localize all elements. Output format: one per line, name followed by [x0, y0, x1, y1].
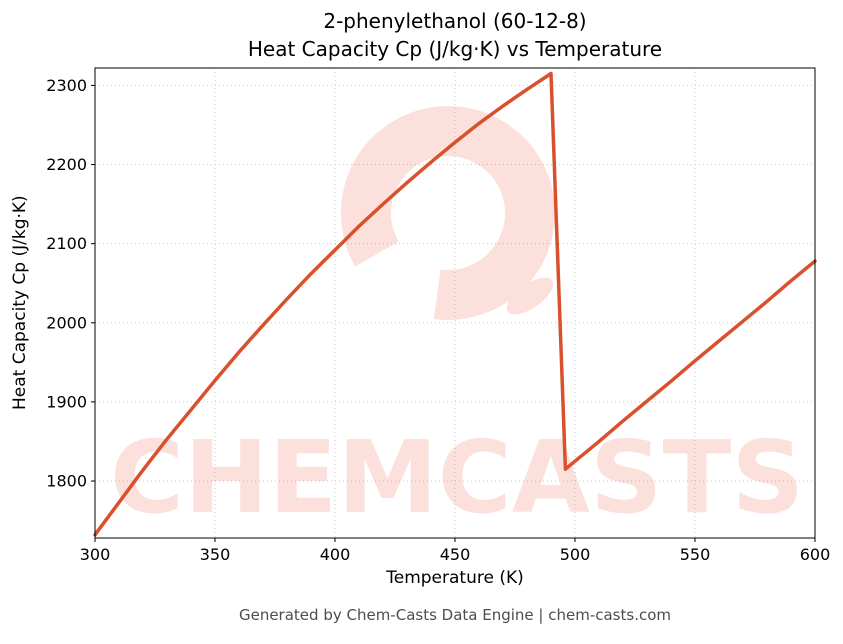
chart-title-line2: Heat Capacity Cp (J/kg·K) vs Temperature — [247, 36, 663, 61]
footer-credit: Generated by Chem-Casts Data Engine | ch… — [238, 606, 672, 624]
chart-title-line1: 2-phenylethanol (60-12-8) — [323, 9, 587, 33]
watermark-text: CHEMCASTS — [110, 419, 804, 536]
watermark-brush-blob-icon — [506, 277, 554, 315]
x-tick-label: 450 — [440, 545, 471, 564]
x-tick-label: 550 — [680, 545, 711, 564]
x-axis-label: Temperature (K) — [386, 568, 524, 588]
y-tick-label: 2300 — [46, 76, 87, 95]
y-tick-label: 1800 — [46, 472, 87, 491]
x-tick-label: 350 — [200, 545, 231, 564]
y-tick-label: 2000 — [46, 313, 87, 332]
watermark-ring-icon — [341, 105, 555, 320]
cp-line-series — [93, 71, 817, 537]
x-tick-label: 400 — [320, 545, 351, 564]
x-tick-label: 300 — [80, 545, 111, 564]
y-tick-label: 1900 — [46, 392, 87, 411]
watermark: CHEMCASTS — [110, 105, 804, 536]
x-tick-label: 500 — [560, 545, 591, 564]
x-tick-label: 600 — [800, 545, 831, 564]
y-tick-label: 2200 — [46, 155, 87, 174]
y-axis-label: Heat Capacity Cp (J/kg·K) — [10, 195, 30, 411]
chart-title: 2-phenylethanol (60-12-8) Heat Capacity … — [95, 8, 815, 63]
y-tick-label: 2100 — [46, 234, 87, 253]
